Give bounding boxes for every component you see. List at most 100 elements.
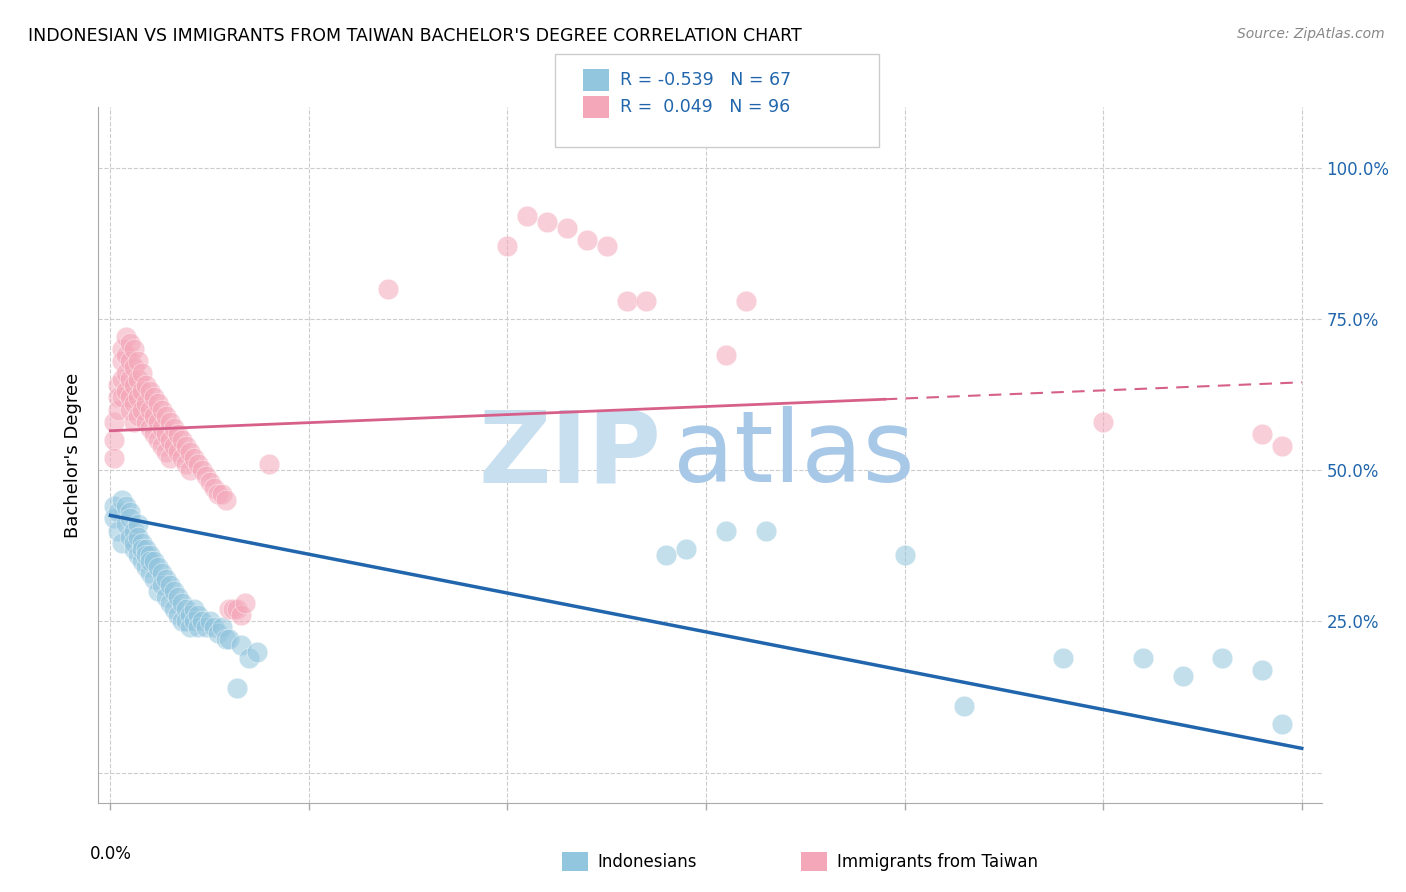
Point [131, 541, 153, 556]
Point [596, 239, 619, 253]
Point [150, 578, 173, 592]
Point [159, 433, 181, 447]
Point [127, 354, 149, 368]
Point [174, 615, 197, 629]
Point [231, 608, 253, 623]
Point [655, 548, 678, 562]
Point [183, 615, 205, 629]
Point [1052, 650, 1074, 665]
Point [616, 293, 638, 308]
Point [183, 450, 205, 465]
Point [893, 548, 915, 562]
Point [107, 524, 129, 538]
Point [103, 433, 125, 447]
Point [122, 360, 145, 375]
Point [139, 566, 162, 580]
Point [131, 554, 153, 568]
Point [143, 426, 166, 441]
Point [122, 378, 145, 392]
Point [555, 221, 578, 235]
Point [1271, 717, 1294, 731]
Point [107, 378, 129, 392]
Point [139, 548, 162, 562]
Point [163, 420, 186, 434]
Point [166, 426, 188, 441]
Point [135, 396, 157, 410]
Point [159, 596, 181, 610]
Point [163, 602, 186, 616]
Point [714, 348, 737, 362]
Text: Indonesians: Indonesians [598, 853, 697, 871]
Point [194, 469, 217, 483]
Point [120, 354, 142, 368]
Point [115, 348, 138, 362]
Point [159, 415, 181, 429]
Point [111, 493, 134, 508]
Text: ZIP: ZIP [478, 407, 661, 503]
Point [115, 366, 138, 380]
Point [150, 420, 173, 434]
Point [120, 530, 142, 544]
Point [202, 481, 225, 495]
Point [218, 602, 240, 616]
Point [198, 615, 221, 629]
Point [198, 475, 221, 490]
Point [155, 409, 177, 423]
Point [103, 415, 125, 429]
Point [1211, 650, 1233, 665]
Point [1171, 669, 1194, 683]
Point [155, 572, 177, 586]
Point [120, 511, 142, 525]
Text: INDONESIAN VS IMMIGRANTS FROM TAIWAN BACHELOR'S DEGREE CORRELATION CHART: INDONESIAN VS IMMIGRANTS FROM TAIWAN BAC… [28, 27, 801, 45]
Point [150, 402, 173, 417]
Point [122, 535, 145, 549]
Point [235, 596, 257, 610]
Point [714, 524, 737, 538]
Point [377, 281, 399, 295]
Point [675, 541, 697, 556]
Point [139, 420, 162, 434]
Point [131, 402, 153, 417]
Point [131, 384, 153, 399]
Point [143, 409, 166, 423]
Point [107, 402, 129, 417]
Point [1092, 415, 1115, 429]
Point [170, 615, 193, 629]
Point [146, 433, 169, 447]
Point [194, 620, 217, 634]
Point [139, 384, 162, 399]
Point [166, 608, 188, 623]
Point [127, 409, 149, 423]
Point [103, 450, 125, 465]
Point [170, 450, 193, 465]
Point [122, 342, 145, 356]
Point [120, 402, 142, 417]
Point [107, 391, 129, 405]
Point [1271, 439, 1294, 453]
Point [111, 342, 134, 356]
Point [179, 608, 201, 623]
Point [139, 554, 162, 568]
Point [143, 391, 166, 405]
Point [127, 548, 149, 562]
Point [214, 493, 236, 508]
Point [187, 608, 209, 623]
Point [135, 378, 157, 392]
Point [150, 439, 173, 453]
Point [170, 433, 193, 447]
Point [127, 517, 149, 532]
Point [207, 626, 229, 640]
Point [115, 384, 138, 399]
Text: Immigrants from Taiwan: Immigrants from Taiwan [837, 853, 1038, 871]
Point [953, 698, 976, 713]
Point [103, 500, 125, 514]
Point [115, 500, 138, 514]
Point [179, 463, 201, 477]
Point [120, 505, 142, 519]
Point [122, 396, 145, 410]
Point [636, 293, 658, 308]
Point [146, 415, 169, 429]
Point [131, 366, 153, 380]
Point [155, 445, 177, 459]
Point [231, 639, 253, 653]
